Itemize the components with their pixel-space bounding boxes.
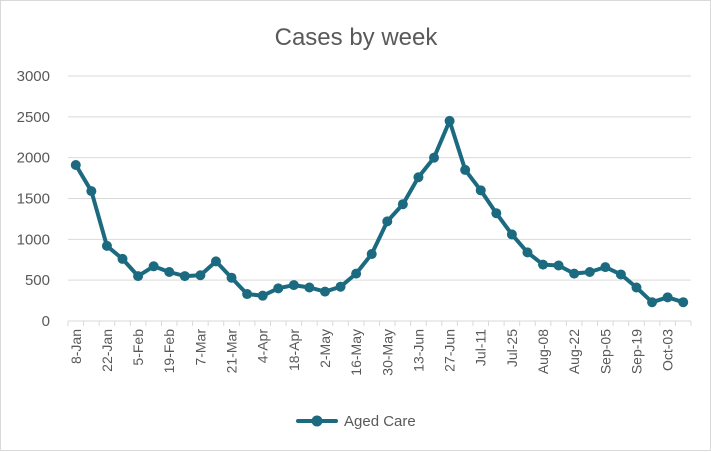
x-tick-label: 2-May — [317, 329, 333, 368]
x-tick-label: 27-Jun — [442, 329, 458, 372]
data-point — [242, 289, 253, 300]
x-tick-label: 30-May — [379, 329, 395, 376]
y-tick-label: 2500 — [17, 109, 50, 126]
data-point — [584, 267, 595, 277]
series-layer — [70, 115, 689, 308]
data-point — [631, 282, 642, 293]
y-tick-label: 1500 — [17, 191, 50, 208]
data-point — [288, 280, 299, 291]
data-point — [678, 297, 689, 308]
data-point — [133, 271, 144, 282]
data-point — [615, 269, 626, 280]
data-point — [538, 259, 549, 270]
y-tick-label: 2000 — [17, 150, 50, 167]
data-point — [101, 240, 112, 251]
data-point — [351, 268, 362, 279]
x-tick-label: 5-Feb — [130, 329, 146, 366]
data-point — [70, 160, 81, 171]
x-tick-label: 4-Apr — [255, 329, 271, 364]
series-line-aged-care — [73, 118, 686, 305]
x-tick-label: 19-Feb — [161, 329, 177, 374]
x-tick-label: 8-Jan — [68, 329, 84, 364]
x-tick-label: Jul-25 — [504, 329, 520, 367]
gridlines — [68, 75, 691, 322]
x-tick-label: 16-May — [348, 329, 364, 376]
x-tick-label: 22-Jan — [99, 329, 115, 372]
data-point — [647, 297, 658, 308]
data-point — [319, 286, 330, 297]
x-tick-label: 18-Apr — [286, 329, 302, 371]
legend-marker-swatch — [311, 415, 323, 427]
data-point — [304, 282, 315, 293]
data-point — [506, 229, 517, 240]
legend-label: Aged Care — [344, 413, 416, 430]
y-tick-label: 3000 — [17, 68, 50, 85]
data-point — [335, 281, 346, 292]
legend: Aged Care — [296, 413, 416, 430]
x-tick-label: Sep-19 — [628, 329, 644, 374]
y-tick-label: 500 — [25, 272, 50, 289]
x-tick-label: Jul-11 — [473, 329, 489, 366]
data-point — [195, 270, 206, 281]
data-point — [226, 272, 237, 283]
x-tick-label: Sep-05 — [597, 329, 613, 374]
data-point — [86, 186, 97, 197]
data-point — [164, 267, 175, 277]
data-point — [600, 262, 611, 273]
x-tick-label: 7-Mar — [192, 329, 208, 366]
x-tick-label: Oct-03 — [660, 329, 676, 371]
data-point — [491, 208, 502, 219]
data-point — [257, 290, 268, 301]
data-point — [382, 216, 393, 227]
data-point — [210, 256, 221, 267]
x-tick-label: 13-Jun — [410, 329, 426, 372]
y-tick-label: 0 — [42, 313, 50, 330]
y-tick-label: 1000 — [17, 231, 50, 248]
data-point — [460, 164, 471, 175]
x-axis: 8-Jan 22-Jan 5-Feb 19-Feb 7-Mar 21-Mar 4-Apr 18… — [67, 321, 692, 376]
x-tick-label: Aug-22 — [566, 329, 582, 374]
x-tick-label: 21-Mar — [224, 329, 240, 374]
chart-title: Cases by week — [275, 24, 439, 51]
data-point — [366, 249, 377, 260]
data-point — [273, 283, 284, 294]
data-point — [569, 268, 580, 279]
data-point — [117, 253, 128, 264]
data-point — [397, 199, 408, 210]
data-point — [444, 115, 455, 126]
data-point — [413, 172, 424, 183]
data-point — [553, 260, 564, 271]
x-tick-label: Aug-08 — [535, 329, 551, 374]
y-axis: 0 500 1000 1500 2000 2500 3000 — [17, 68, 50, 330]
data-point — [148, 261, 159, 272]
data-point — [662, 292, 673, 303]
data-point — [179, 271, 190, 282]
data-point — [475, 185, 486, 196]
data-point — [429, 152, 440, 163]
data-point — [522, 247, 533, 258]
